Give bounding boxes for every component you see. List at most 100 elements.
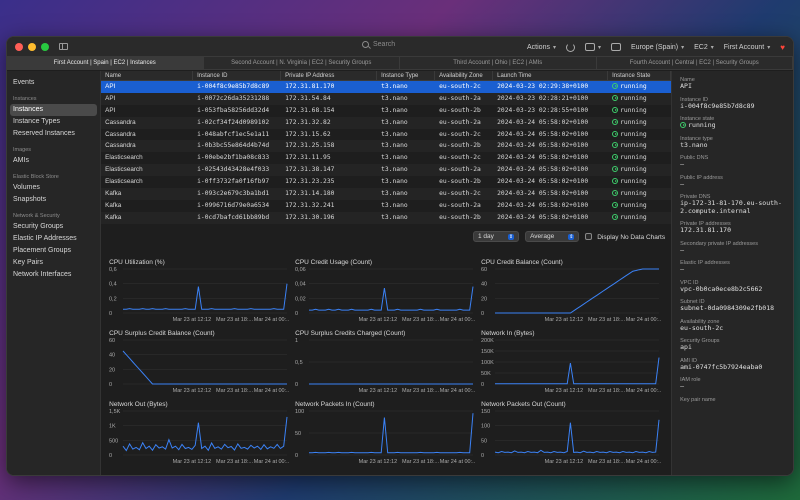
detail-value[interactable]: running [680,121,785,130]
instance-state-label: running [620,154,647,162]
sidebar-item-volumes[interactable]: Volumes [13,184,40,191]
instance-state-cell: running [608,152,671,164]
instance-state-cell: running [608,129,671,141]
sidebar-item-security-groups[interactable]: Security Groups [13,223,64,230]
sidebar-section-title: Network & Security [13,213,60,219]
zoom-window-button[interactable] [41,42,49,51]
instance-state-label: running [620,178,647,186]
x-tick-label: Mar 23 at 12:12 [545,388,584,394]
detail-value[interactable]: ami-0747fc5b7924eaba0 [680,362,763,371]
table-row[interactable]: Cassandra i-0b3bc55e864d4b74d 172.31.25.15… [101,140,672,153]
table-row[interactable]: Elasticsearch i-02543d43428e4f033 172.31.3… [101,164,672,177]
detail-value[interactable]: ip-172-31-81-170.eu-south-2.compute.inte… [680,199,782,215]
table-row[interactable]: Kafka i-0cd7bafcd61bb89bd 172.31.30.196 t3.… [101,211,672,224]
table-row[interactable]: Cassandra i-048abfcf1ec5e1a11 172.31.15.62… [101,129,671,141]
close-window-button[interactable] [15,42,23,51]
table-row[interactable]: Cassandra i-02cf34f24d0989102 172.31.32.82… [101,116,672,129]
table-row[interactable]: API i-053fba58256dd32d4 172.31.68.154 t3.na… [101,105,671,117]
region-select[interactable]: Europe (Spain) ▾ [631,44,684,51]
sidebar-item-events[interactable]: Events [13,79,35,86]
tab-second-account[interactable]: Second Account | N. Virginia | EC2 | Sec… [204,57,400,69]
detail-value[interactable]: – [680,382,685,390]
column-header-instance-id[interactable]: Instance ID [193,71,282,80]
detail-value[interactable]: – [680,160,685,168]
sidebar-item-amis[interactable]: AMIs [13,157,29,164]
y-tick-label: 1 [295,338,298,344]
running-state-icon [612,94,619,101]
detail-value[interactable]: i-004f8c9e85b7d8c89 [680,101,755,110]
table-cell: Elasticsearch [105,166,143,174]
sidebar-section-title: Instances [13,96,37,102]
sidebar-item-network-interfaces[interactable]: Network Interfaces [13,271,72,278]
column-header-instance-type[interactable]: Instance Type [377,71,436,80]
sidebar-item-key-pairs[interactable]: Key Pairs [13,259,43,266]
detail-label: Private DNS [680,194,711,200]
table-row[interactable]: Elasticsearch i-0ff3732fa0f16fb97 172.31.2… [101,176,671,188]
chart-plot: 60 40 20 0 Mar 23 at 12:12 Mar 23 at 18:... Ma… [109,338,289,394]
sidebar-item-instance-types[interactable]: Instance Types [13,118,60,125]
y-tick-label: 60 [109,338,115,344]
column-header-availability-zone[interactable]: Availability Zone [435,71,494,80]
stat-select[interactable]: Average ⇕ [525,231,580,242]
column-header-launch-time[interactable]: Launch Time [493,71,609,80]
sidebar-item-elastic-ip-addresses[interactable]: Elastic IP Addresses [13,235,77,242]
table-cell: 172.31.15.62 [285,130,331,138]
instance-state-cell: running [608,117,671,129]
table-row[interactable]: Kafka i-093c2e679c3ba1bd1 172.31.14.180 t3.… [101,188,672,200]
refresh-icon[interactable] [566,42,575,52]
tab-fourth-account[interactable]: Fourth Account | Central | EC2 | Securit… [597,57,793,69]
chart-title: CPU Credit Balance (Count) [481,259,563,266]
table-row[interactable]: API i-004f8c9e85b7d8c89 172.31.81.170 t3.na… [101,81,672,93]
y-tick-label: 100 [295,409,304,415]
checkbox-icon[interactable] [585,232,593,240]
table-row[interactable]: Elasticsearch i-00ebe2bf1ba08c833 172.31.1… [101,152,671,164]
sidebar-item-snapshots[interactable]: Snapshots [13,196,47,203]
table-cell: t3.nano [381,83,408,90]
detail-value-text: running [688,121,716,129]
column-header-instance-state[interactable]: Instance State [608,71,672,80]
detail-value[interactable]: t3.nano [680,140,708,149]
inspector-toggle-icon[interactable] [611,43,622,51]
detail-value[interactable]: api [680,343,692,351]
chevron-down-icon: ▾ [681,44,685,51]
instance-state-cell: running [608,188,671,200]
table-row[interactable]: API i-0072c26da35231288 172.31.54.84 t3.nan… [101,92,672,105]
column-header-name[interactable]: Name [101,71,194,80]
tab-third-account[interactable]: Third Account | Ohio | EC2 | AMIs [400,57,597,69]
table-cell: t3.nano [381,130,408,138]
x-tick-label: Mar 23 at 18:... [402,459,439,465]
table-cell: eu-south-2b [439,142,481,150]
y-tick-label: 0 [481,311,484,317]
table-cell: i-093c2e679c3ba1bd1 [197,190,270,198]
detail-value[interactable]: – [680,265,685,273]
account-select[interactable]: First Account ▾ [724,44,770,51]
detail-value[interactable]: – [680,245,685,254]
range-select[interactable]: 1 day ⇕ [472,231,520,242]
table-cell: eu-south-2c [439,190,481,198]
sidebar-item-placement-groups[interactable]: Placement Groups [13,247,71,254]
detail-value[interactable]: vpc-0b0ca0ece8b2c5662 [680,284,763,293]
minimize-window-button[interactable] [28,42,36,51]
sidebar-toggle-icon[interactable] [59,43,68,50]
detail-value[interactable]: eu-south-2c [680,323,724,332]
service-select[interactable]: EC2 ▾ [694,44,714,51]
grid-view-icon [585,43,595,51]
y-tick-label: 60 [481,267,487,273]
no-data-label: Display No Data Charts [597,233,666,241]
y-tick-label: 50K [481,371,491,377]
table-row[interactable]: Kafka i-0996716d79e0a6534 172.31.32.241 t3.… [101,200,671,212]
sidebar-item-reserved-instances[interactable]: Reserved Instances [13,130,75,137]
tab-first-account[interactable]: First Account | Spain | EC2 | Instances [7,57,204,69]
detail-value[interactable]: API [680,82,692,90]
column-header-private-ip[interactable]: Private IP Address [281,71,378,80]
detail-value[interactable]: 172.31.81.170 [680,226,731,234]
heart-icon[interactable]: ♥ [780,42,785,52]
view-menu-button[interactable]: ▾ [585,43,601,51]
detail-value[interactable]: subnet-0da0984309e2fb018 [680,304,775,312]
x-tick-label: Mar 23 at 18:... [216,388,253,394]
sidebar-item-instances[interactable]: Instances [10,104,98,116]
detail-value[interactable]: – [680,179,685,188]
no-data-toggle[interactable]: Display No Data Charts [585,232,666,241]
search-field[interactable]: Search [362,41,512,48]
actions-menu-button[interactable]: Actions ▾ [527,44,556,51]
